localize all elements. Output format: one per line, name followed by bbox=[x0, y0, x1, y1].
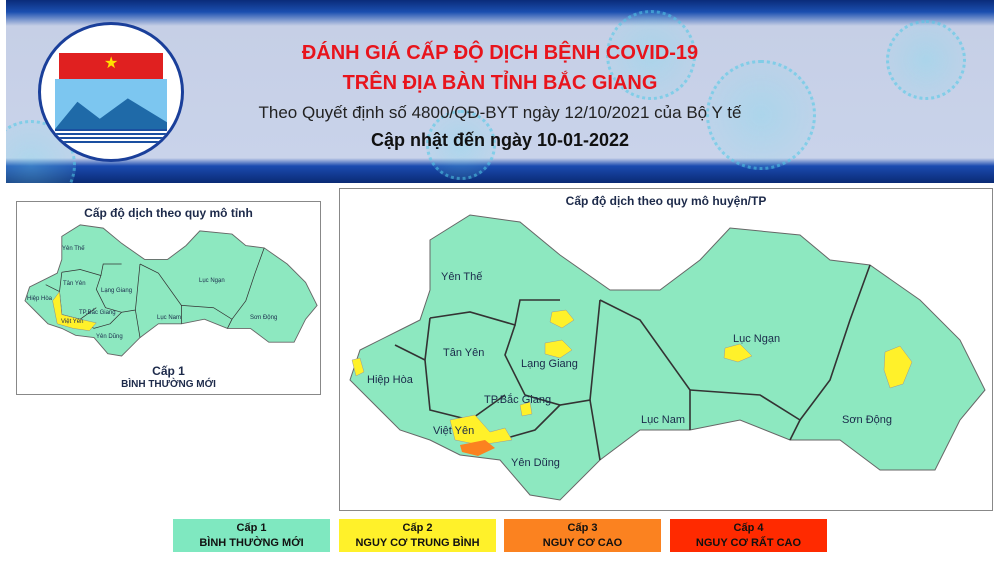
district-label: Yên Dũng bbox=[511, 457, 560, 469]
legend-level: Cấp 2 bbox=[402, 522, 433, 534]
title-line1: ĐÁNH GIÁ CẤP ĐỘ DỊCH BỆNH COVID-19 bbox=[301, 42, 699, 64]
level2-areas bbox=[351, 309, 913, 446]
legend-level-1: Cấp 1 BÌNH THƯỜNG MỚI bbox=[173, 519, 330, 552]
province-label: Hiệp Hòa bbox=[27, 296, 53, 302]
province-label: Sơn Động bbox=[250, 315, 278, 321]
legend-level-2: Cấp 2 NGUY CƠ TRUNG BÌNH bbox=[339, 519, 496, 552]
district-label: Tân Yên bbox=[443, 347, 485, 359]
legend-level: Cấp 3 bbox=[567, 522, 598, 534]
legend-level: Cấp 1 bbox=[236, 522, 267, 534]
province-label: Lạng Giang bbox=[101, 288, 133, 294]
province-label: TP.Bắc Giang bbox=[79, 310, 116, 316]
update-date: Cập nhật đến ngày 10-01-2022 bbox=[370, 130, 630, 150]
district-label: TP.Bắc Giang bbox=[484, 394, 552, 406]
district-label: Yên Thế bbox=[441, 271, 483, 283]
province-level-name: BÌNH THƯỜNG MỚI bbox=[121, 379, 216, 390]
legend-name: NGUY CƠ RẤT CAO bbox=[695, 537, 802, 549]
virus-decoration bbox=[706, 60, 816, 170]
legend-name: BÌNH THƯỜNG MỚI bbox=[199, 537, 304, 549]
province-map-title: Cấp độ dịch theo quy mô tỉnh bbox=[84, 206, 253, 220]
header-banner bbox=[6, 0, 994, 183]
virus-decoration bbox=[606, 10, 696, 100]
health-department-logo: ★ bbox=[38, 22, 184, 162]
province-label: Yên Thế bbox=[62, 246, 85, 252]
legend-level: Cấp 4 bbox=[733, 522, 764, 534]
district-label: Lục Ngạn bbox=[733, 333, 781, 345]
subtitle: Theo Quyết định số 4800/QĐ-BYT ngày 12/1… bbox=[258, 103, 742, 122]
title-line2: TRÊN ĐỊA BÀN TỈNH BẮC GIANG bbox=[342, 72, 658, 94]
legend-level-3: Cấp 3 NGUY CƠ CAO bbox=[504, 519, 661, 552]
province-label: Yên Dũng bbox=[96, 334, 123, 340]
province-label: Lục Nam bbox=[157, 315, 182, 321]
level3-area bbox=[460, 440, 495, 456]
legend-level-4: Cấp 4 NGUY CƠ RẤT CAO bbox=[670, 519, 827, 552]
district-label: Việt Yên bbox=[433, 425, 475, 437]
legend-name: NGUY CƠ CAO bbox=[542, 537, 623, 549]
province-label: Lục Ngạn bbox=[199, 278, 225, 284]
star-icon: ★ bbox=[104, 55, 119, 72]
province-label: Tân Yên bbox=[63, 281, 86, 287]
legend-name: NGUY CƠ TRUNG BÌNH bbox=[355, 537, 480, 549]
province-map-shape bbox=[24, 224, 318, 357]
district-label: Lục Nam bbox=[641, 414, 686, 426]
virus-decoration bbox=[426, 110, 496, 180]
district-label: Hiệp Hòa bbox=[367, 374, 413, 386]
district-label: Lạng Giang bbox=[521, 358, 578, 370]
district-map-title: Cấp độ dịch theo quy mô huyện/TP bbox=[565, 194, 767, 208]
province-label: Việt Yên bbox=[61, 319, 84, 325]
province-level: Cấp 1 bbox=[152, 364, 185, 378]
district-label: Sơn Động bbox=[842, 414, 893, 426]
virus-decoration bbox=[886, 20, 966, 100]
